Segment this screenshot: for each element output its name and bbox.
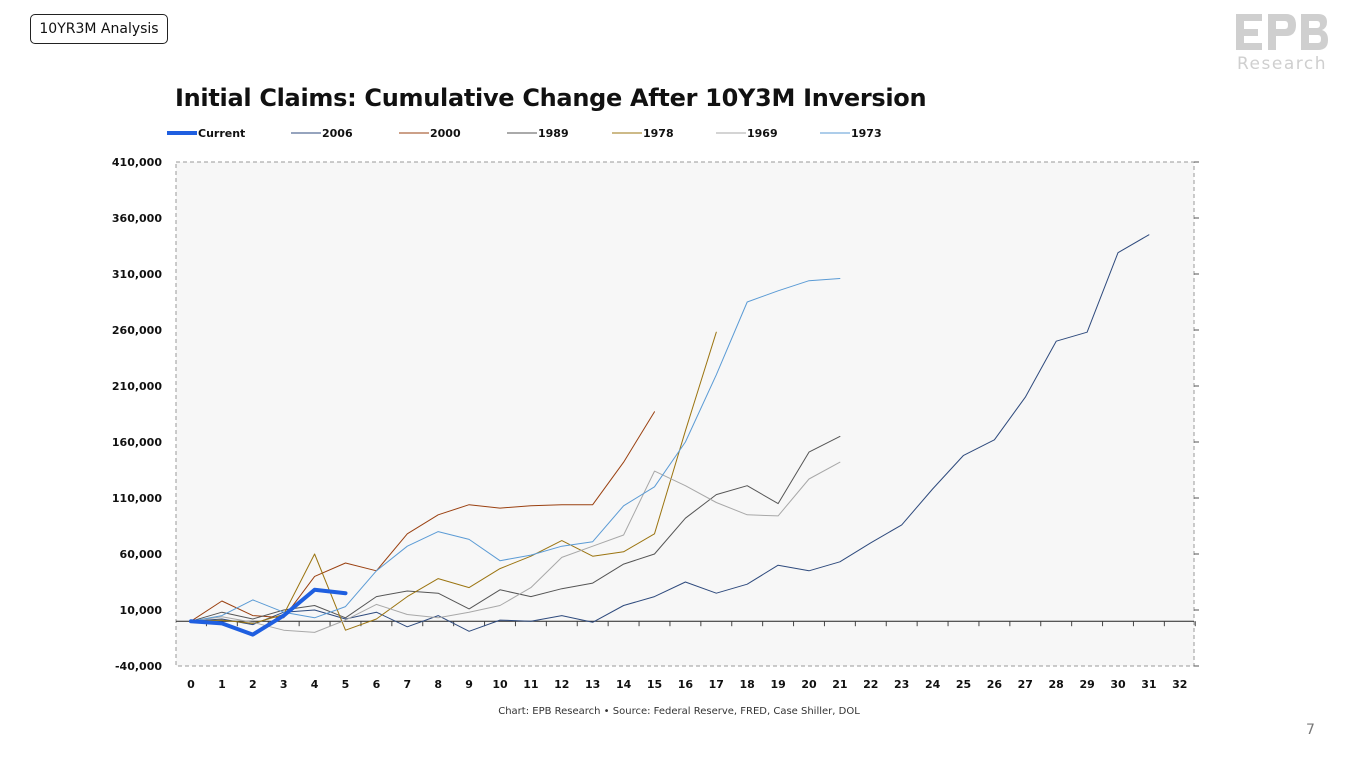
x-tick-label: 32 <box>1172 678 1187 691</box>
legend-label-2000: 2000 <box>430 127 461 140</box>
x-tick-label: 30 <box>1110 678 1126 691</box>
x-tick-label: 21 <box>832 678 847 691</box>
x-tick-label: 24 <box>925 678 941 691</box>
x-tick-label: 27 <box>1018 678 1033 691</box>
chart-source-caption: Chart: EPB Research • Source: Federal Re… <box>498 706 860 717</box>
y-tick-label: 110,000 <box>112 492 162 505</box>
y-tick-label: 60,000 <box>120 548 163 561</box>
y-tick-label: 410,000 <box>112 156 162 169</box>
y-tick-label: 310,000 <box>112 268 162 281</box>
legend-label-current: Current <box>198 127 245 140</box>
y-tick-label: 260,000 <box>112 324 162 337</box>
legend-label-2006: 2006 <box>322 127 353 140</box>
x-tick-label: 4 <box>311 678 319 691</box>
legend-label-1969: 1969 <box>747 127 778 140</box>
x-tick-label: 1 <box>218 678 226 691</box>
x-tick-label: 18 <box>740 678 755 691</box>
series-line-1973 <box>190 278 841 622</box>
y-tick-label: 210,000 <box>112 380 162 393</box>
x-tick-label: 8 <box>434 678 442 691</box>
x-tick-label: 15 <box>647 678 662 691</box>
x-tick-label: 28 <box>1049 678 1064 691</box>
x-tick-label: 25 <box>956 678 971 691</box>
x-tick-label: 17 <box>709 678 724 691</box>
x-tick-label: 20 <box>801 678 817 691</box>
y-tick-label: 360,000 <box>112 212 162 225</box>
x-tick-label: 29 <box>1079 678 1094 691</box>
series-line-1978 <box>190 331 717 631</box>
x-tick-label: 3 <box>280 678 288 691</box>
series-line-2000 <box>190 411 655 622</box>
y-tick-label: 10,000 <box>120 604 163 617</box>
logo-subtitle: Research <box>1237 54 1327 74</box>
x-tick-label: 13 <box>585 678 600 691</box>
epb-research-logo: Research <box>1232 12 1332 74</box>
x-tick-label: 0 <box>187 678 195 691</box>
series-line-1969 <box>190 461 841 633</box>
legend-label-1978: 1978 <box>643 127 674 140</box>
series-line-current <box>189 587 348 637</box>
x-tick-label: 14 <box>616 678 632 691</box>
epb-logo-mark-icon <box>1236 14 1328 50</box>
x-tick-label: 23 <box>894 678 909 691</box>
x-tick-label: 26 <box>987 678 1003 691</box>
x-tick-label: 16 <box>678 678 694 691</box>
x-tick-label: 6 <box>373 678 381 691</box>
page-number: 7 <box>1306 722 1315 738</box>
x-tick-label: 2 <box>249 678 257 691</box>
x-tick-label: 9 <box>465 678 473 691</box>
x-tick-label: 7 <box>403 678 411 691</box>
series-line-1989 <box>190 435 841 622</box>
y-tick-label: -40,000 <box>115 660 162 673</box>
x-tick-label: 5 <box>342 678 350 691</box>
x-tick-label: 11 <box>523 678 538 691</box>
legend-label-1973: 1973 <box>851 127 882 140</box>
y-tick-label: 160,000 <box>112 436 162 449</box>
section-tag[interactable]: 10YR3M Analysis <box>30 14 168 44</box>
x-tick-label: 19 <box>770 678 785 691</box>
x-tick-label: 22 <box>863 678 878 691</box>
x-tick-label: 31 <box>1141 678 1156 691</box>
chart-title: Initial Claims: Cumulative Change After … <box>175 84 927 112</box>
legend-label-1989: 1989 <box>538 127 569 140</box>
x-tick-label: 10 <box>492 678 508 691</box>
x-tick-label: 12 <box>554 678 569 691</box>
